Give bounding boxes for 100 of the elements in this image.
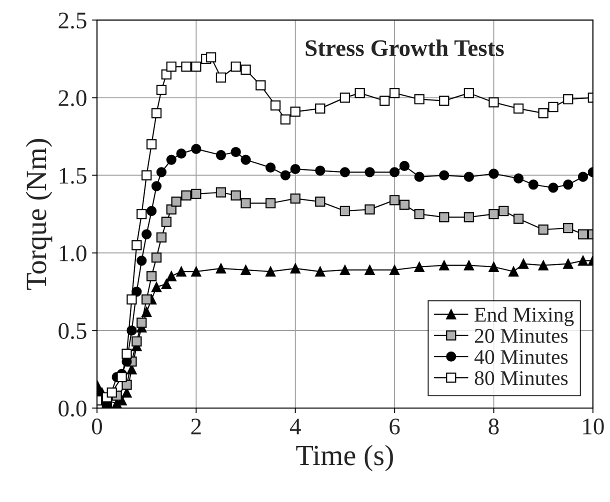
legend-label: 80 Minutes bbox=[474, 371, 568, 386]
point bbox=[142, 294, 152, 305]
point bbox=[240, 64, 251, 75]
point bbox=[270, 100, 281, 111]
point bbox=[389, 195, 400, 206]
point bbox=[315, 266, 326, 277]
point bbox=[498, 206, 509, 216]
point bbox=[439, 260, 450, 270]
point bbox=[340, 167, 350, 178]
legend-label: End Mixing bbox=[474, 307, 574, 326]
point bbox=[578, 256, 588, 266]
point bbox=[354, 88, 365, 98]
point bbox=[151, 252, 162, 263]
point bbox=[513, 173, 524, 184]
point bbox=[161, 278, 172, 290]
x-axis-title: Time (s) bbox=[296, 444, 393, 472]
point bbox=[280, 170, 291, 180]
point bbox=[578, 172, 588, 182]
point bbox=[106, 388, 117, 398]
point bbox=[206, 52, 216, 62]
point bbox=[414, 172, 424, 182]
y-tick-label: 2.5 bbox=[58, 12, 86, 29]
point bbox=[265, 198, 276, 208]
point bbox=[240, 154, 251, 165]
point bbox=[181, 190, 192, 201]
x-tick-label: 0 bbox=[92, 418, 102, 434]
point bbox=[290, 106, 300, 117]
point bbox=[389, 88, 400, 98]
point bbox=[563, 258, 574, 269]
point bbox=[528, 180, 538, 190]
point bbox=[142, 170, 152, 180]
legend-label: 20 Minutes bbox=[474, 328, 568, 343]
point bbox=[488, 97, 499, 108]
point bbox=[364, 264, 375, 276]
point bbox=[265, 266, 276, 277]
point bbox=[280, 114, 291, 124]
y-axis-title: Torque (Nm) bbox=[26, 139, 52, 290]
point bbox=[146, 206, 157, 216]
point bbox=[216, 72, 226, 83]
point bbox=[578, 229, 588, 240]
point bbox=[538, 224, 548, 235]
point bbox=[166, 271, 176, 282]
point bbox=[191, 188, 202, 199]
point bbox=[166, 154, 176, 165]
point bbox=[563, 94, 574, 104]
point bbox=[364, 204, 375, 215]
point bbox=[290, 164, 300, 174]
point bbox=[230, 146, 241, 158]
point bbox=[132, 240, 142, 250]
point bbox=[340, 264, 350, 276]
point bbox=[126, 294, 137, 305]
point bbox=[439, 212, 450, 222]
y-tick-label: 1.0 bbox=[60, 245, 86, 262]
point bbox=[116, 372, 127, 382]
text: Stress Growth Tests bbox=[306, 39, 504, 56]
point bbox=[563, 180, 574, 190]
point bbox=[464, 88, 474, 98]
point bbox=[156, 232, 167, 242]
point bbox=[176, 266, 186, 277]
point bbox=[240, 264, 251, 276]
point bbox=[191, 144, 202, 154]
point bbox=[156, 84, 167, 95]
point bbox=[181, 62, 192, 72]
point bbox=[488, 168, 499, 179]
y-tick-label: 0.5 bbox=[58, 323, 86, 340]
point bbox=[513, 214, 524, 224]
point bbox=[399, 200, 410, 210]
point bbox=[563, 223, 574, 234]
point bbox=[191, 266, 202, 277]
point bbox=[132, 336, 142, 346]
point bbox=[464, 172, 474, 182]
point bbox=[230, 190, 241, 201]
point bbox=[146, 139, 157, 150]
point bbox=[488, 209, 499, 220]
point bbox=[315, 103, 326, 114]
point bbox=[161, 216, 172, 227]
legend-label: 40 Minutes bbox=[474, 350, 568, 364]
point bbox=[265, 162, 276, 173]
point bbox=[216, 263, 226, 274]
point bbox=[240, 198, 251, 208]
point bbox=[364, 167, 375, 178]
point bbox=[508, 266, 519, 277]
x-tick-label: 2 bbox=[191, 418, 201, 434]
point bbox=[156, 167, 167, 178]
point bbox=[548, 182, 558, 193]
point bbox=[176, 148, 186, 159]
point bbox=[389, 264, 400, 276]
point bbox=[488, 262, 499, 272]
point bbox=[439, 170, 450, 180]
point bbox=[151, 282, 162, 292]
point bbox=[171, 196, 182, 207]
point bbox=[464, 260, 474, 270]
point bbox=[290, 194, 300, 204]
x-tick-label: 10 bbox=[583, 418, 604, 434]
point bbox=[548, 102, 558, 112]
x-tick-label: 4 bbox=[290, 418, 301, 434]
point bbox=[399, 160, 410, 172]
point bbox=[216, 150, 226, 160]
point bbox=[513, 103, 524, 114]
point bbox=[380, 96, 390, 106]
